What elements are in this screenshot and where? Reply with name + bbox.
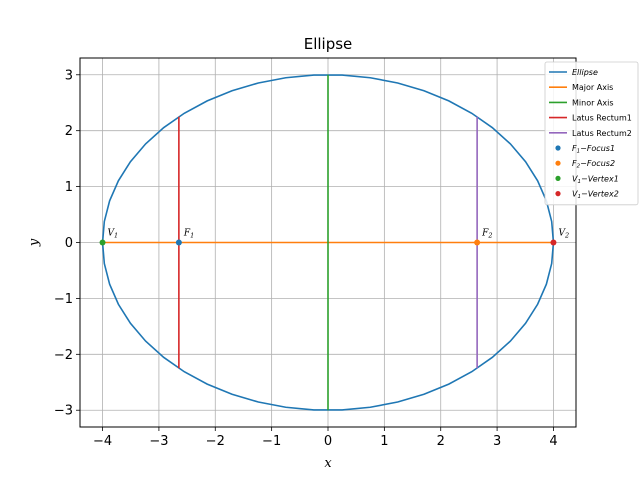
point-v1-marker [99,239,106,246]
annotation-v1: V1 [108,229,119,240]
y-tick-label: 3 [65,68,73,83]
annotation-f2: F2 [481,229,492,240]
point-v1-marker [550,239,557,246]
legend-label: F2−Focus2 [572,159,615,170]
y-axis-label: y [27,238,42,247]
x-tick-label: 3 [493,434,501,449]
x-tick-label: −1 [262,434,281,449]
marker-points [99,239,557,246]
legend-label: V1−Vertex2 [572,190,619,201]
legend-label: Major Axis [572,83,613,92]
y-tick-label: 1 [65,180,73,195]
annotation-f1: F1 [183,229,194,240]
chart-title: Ellipse [304,35,353,53]
x-tick-label: 2 [437,434,445,449]
y-tick-label: 0 [65,236,73,251]
y-tick-label: −2 [54,348,73,363]
y-tick-label: 2 [65,124,73,139]
legend-label: V1−Vertex1 [572,174,619,185]
point-f2-marker [474,239,481,246]
legend-box [544,61,639,206]
legend-label: Ellipse [572,68,598,77]
x-tick-label: −3 [149,434,168,449]
legend-label: Minor Axis [572,98,614,107]
x-tick-label: 0 [324,434,332,449]
y-tick-label: −3 [54,404,73,419]
x-tick-label: 4 [549,434,557,449]
point-f1-marker [175,239,182,246]
point-annotations: V1 F1 F2 V2 [108,229,570,240]
legend-label: Latus Rectum1 [572,114,632,123]
legend-swatch-dot [555,175,561,181]
legend-swatch-dot [555,160,561,166]
x-axis-label: x [324,456,332,471]
annotation-v2: V2 [558,229,569,240]
y-tick-label: −1 [54,292,73,307]
legend: Ellipse Major Axis Minor Axis Latus Rectum1… [544,61,639,206]
legend-label: Latus Rectum2 [572,129,632,138]
x-tick-label: 1 [380,434,388,449]
x-tick-label: −4 [93,434,112,449]
x-tick-label: −2 [206,434,225,449]
axis-ticks: −4 −3 −2 −1 0 1 2 3 4 −3 −2 −1 0 1 2 3 [54,68,558,449]
legend-swatch-dot [555,145,561,151]
legend-swatch-dot [555,191,561,197]
legend-label: F1−Focus1 [572,144,615,155]
